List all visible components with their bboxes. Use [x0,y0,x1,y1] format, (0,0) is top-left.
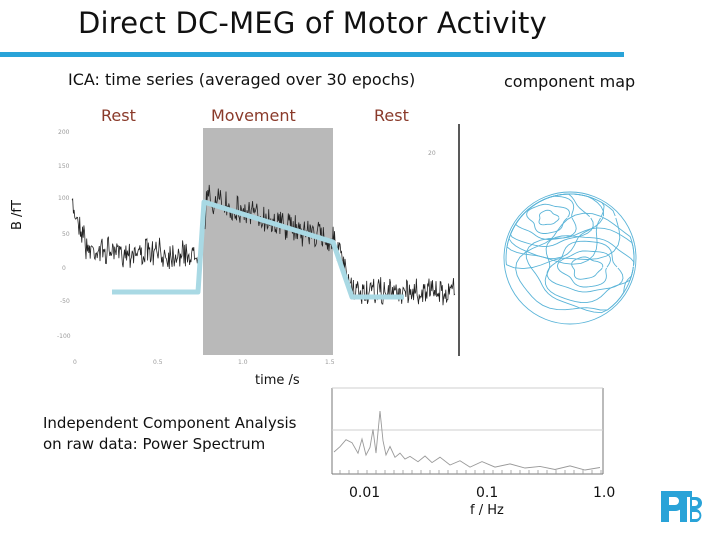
phase-label-movement: Movement [211,106,296,125]
caption-line-1: Independent Component Analysis [43,414,297,432]
frequency-tick-label: 0.1 [476,485,499,501]
svg-text:100: 100 [58,195,70,202]
contour-line [571,256,604,280]
contour-line [556,250,611,288]
phase-label-rest-1: Rest [101,106,136,125]
svg-text:1.5: 1.5 [325,359,335,366]
contour-line [546,240,624,293]
svg-text:50: 50 [62,231,70,238]
ptb-logo [661,491,702,522]
contour-line [515,212,635,311]
component-map-heading: component map [504,72,636,91]
contour-line [526,203,570,234]
svg-text:20: 20 [428,150,436,157]
contour-line [505,193,621,270]
frequency-tick-label: 1.0 [593,485,616,501]
time-series-heading: ICA: time series (averaged over 30 epoch… [68,70,416,89]
svg-text:200: 200 [58,129,70,136]
head-outline [503,191,637,325]
frequency-tick-label: 0.01 [349,485,381,501]
power-spectrum-plot [331,387,604,475]
power-spectrum-caption: Independent Component Analysis on raw da… [43,413,297,455]
frequency-axis-label: f / Hz [470,503,504,518]
svg-text:1.0: 1.0 [238,359,248,366]
contour-line [508,193,604,259]
svg-text:0: 0 [62,265,66,272]
svg-text:0: 0 [73,359,77,366]
caption-line-2: on raw data: Power Spectrum [43,435,266,453]
svg-text:-50: -50 [60,298,70,305]
title-underline [0,52,624,57]
svg-text:-100: -100 [57,333,71,340]
svg-text:0.5: 0.5 [153,359,163,366]
svg-text:150: 150 [58,163,70,170]
movement-period-shade [203,128,333,355]
y-axis-label: B /fT [10,200,25,230]
contour-line [544,235,635,304]
contour-line [538,209,560,226]
time-series-faint-ticks: 200 150 100 50 0 -50 -100 0 0.5 1.0 1.5 … [57,129,436,366]
phase-label-rest-2: Rest [374,106,409,125]
power-spectrum-curve [333,411,601,471]
component-map-contours [503,191,637,325]
x-axis-label: time /s [255,373,300,388]
dc-shift-model-line [112,199,404,300]
slide-title: Direct DC-MEG of Motor Activity [78,6,547,40]
contour-line [514,195,577,240]
